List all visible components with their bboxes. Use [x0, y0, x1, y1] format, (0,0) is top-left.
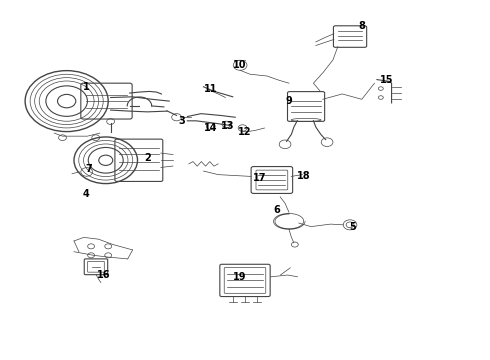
Text: 16: 16 — [97, 270, 110, 280]
Text: 12: 12 — [238, 127, 252, 136]
Text: 9: 9 — [286, 96, 293, 106]
Text: 14: 14 — [204, 123, 218, 133]
Text: 11: 11 — [204, 84, 218, 94]
Text: 5: 5 — [349, 222, 356, 231]
Text: 2: 2 — [144, 153, 150, 163]
Text: 19: 19 — [233, 272, 247, 282]
Text: 6: 6 — [273, 206, 280, 216]
Text: 4: 4 — [83, 189, 90, 199]
Text: 3: 3 — [178, 116, 185, 126]
Text: 18: 18 — [297, 171, 311, 181]
Text: 7: 7 — [85, 164, 92, 174]
Text: 10: 10 — [233, 60, 247, 70]
Text: 15: 15 — [380, 75, 393, 85]
Text: 8: 8 — [359, 21, 366, 31]
Text: 13: 13 — [221, 121, 235, 131]
Text: 17: 17 — [253, 173, 267, 183]
Text: 1: 1 — [83, 82, 90, 92]
